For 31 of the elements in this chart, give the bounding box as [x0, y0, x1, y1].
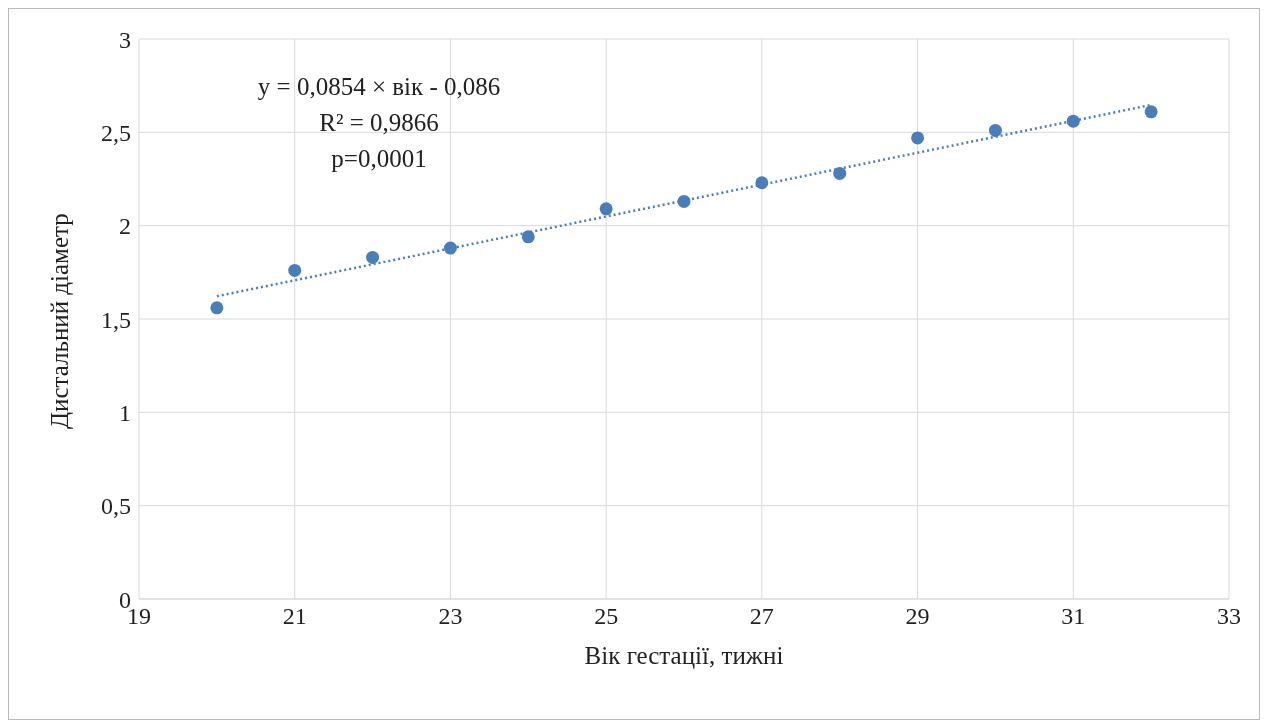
x-tick-label: 31: [1061, 603, 1086, 630]
x-tick-label: 29: [905, 603, 930, 630]
annotation: p=0,0001: [330, 144, 428, 174]
point: [443, 241, 457, 255]
point: [755, 176, 769, 190]
point: [1144, 105, 1158, 119]
point: [833, 166, 847, 180]
point: [288, 263, 302, 277]
x-tick-label: 23: [438, 603, 463, 630]
x-axis-title: Вік гестації, тижні: [584, 642, 784, 669]
x-tick-label: 27: [749, 603, 774, 630]
annotation: R² = 0,9866: [318, 108, 440, 138]
y-tick-label: 1: [119, 399, 131, 426]
x-tick-label: 33: [1217, 603, 1241, 630]
x-tick-label: 21: [282, 603, 307, 630]
point: [599, 202, 613, 216]
point: [366, 250, 380, 264]
y-axis-title: Дистальний діаметр: [45, 213, 73, 429]
y-tick-label: 3: [119, 26, 131, 53]
y-tick-label: 2: [119, 213, 131, 240]
point: [988, 123, 1002, 137]
point: [210, 301, 224, 315]
y-tick-label: 2,5: [101, 119, 131, 146]
y-tick-label: 1,5: [101, 306, 131, 333]
point: [911, 131, 925, 145]
point: [1066, 114, 1080, 128]
point: [677, 194, 691, 208]
x-tick-label: 25: [594, 603, 619, 630]
y-tick-label: 0,5: [101, 493, 131, 520]
annotation: y = 0,0854 × вік - 0,086: [256, 72, 502, 102]
point: [521, 230, 535, 244]
